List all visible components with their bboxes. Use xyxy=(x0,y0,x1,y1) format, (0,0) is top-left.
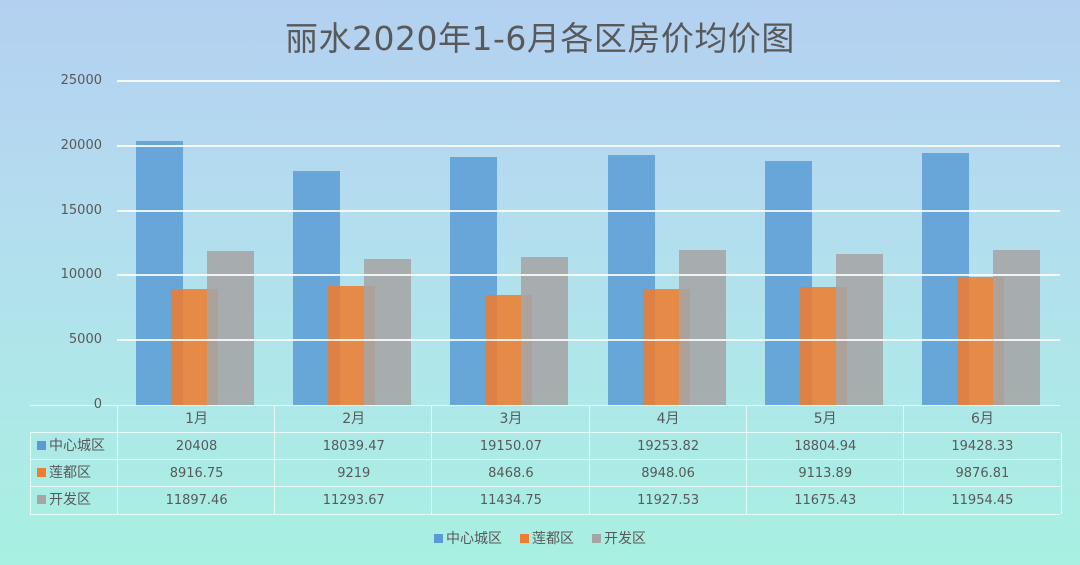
table-row: 开发区 11897.46 11293.67 11434.75 11927.53 11675… xyxy=(30,486,1062,515)
category-label: 6月 xyxy=(902,406,1061,433)
row-label: 莲都区 xyxy=(30,460,117,487)
series-name: 开发区 xyxy=(49,492,91,508)
legend-item: 中心城区 xyxy=(434,528,502,548)
y-tick-label: 0 xyxy=(93,397,102,412)
legend-label: 莲都区 xyxy=(532,531,574,547)
category-label: 1月 xyxy=(117,406,275,433)
category-label: 4月 xyxy=(588,406,747,433)
legend-item: 开发区 xyxy=(592,528,646,548)
table-cell: 11897.46 xyxy=(117,487,275,514)
bar-development-zone-3 xyxy=(521,256,569,405)
category-label: 5月 xyxy=(745,406,904,433)
bar-development-zone-6 xyxy=(992,250,1040,405)
gridline xyxy=(117,209,1060,212)
category-label: 2月 xyxy=(274,406,432,433)
gridline xyxy=(117,144,1060,147)
table-row: 中心城区 20408 18039.47 19150.07 19253.82 18804.9… xyxy=(30,432,1062,460)
bar-development-zone-2 xyxy=(364,258,412,405)
table-cell: 19253.82 xyxy=(588,433,747,460)
gridline xyxy=(117,274,1060,277)
legend-label: 中心城区 xyxy=(446,531,502,547)
bar-development-zone-5 xyxy=(835,253,883,405)
row-label: 中心城区 xyxy=(30,433,117,460)
legend-swatch-icon xyxy=(520,534,529,543)
table-cell: 18039.47 xyxy=(274,433,432,460)
legend-swatch-icon xyxy=(37,441,46,450)
row-label: 开发区 xyxy=(30,487,117,514)
legend-label: 开发区 xyxy=(604,531,646,547)
table-cell: 8468.6 xyxy=(431,460,589,487)
table-cell: 11293.67 xyxy=(274,487,432,514)
gridline xyxy=(117,80,1060,82)
y-tick-label: 10000 xyxy=(60,267,102,283)
table-cell: 8916.75 xyxy=(117,460,275,487)
table-cell: 9219 xyxy=(274,460,432,487)
category-label: 3月 xyxy=(431,406,589,433)
table-cell: 11927.53 xyxy=(588,487,747,514)
y-tick-label: 5000 xyxy=(68,332,102,348)
series-name: 中心城区 xyxy=(49,438,105,454)
legend: 中心城区 莲都区 开发区 xyxy=(0,528,1080,548)
legend-swatch-icon xyxy=(592,534,601,543)
bar-development-zone-1 xyxy=(207,250,254,405)
gridline xyxy=(117,339,1060,342)
data-table: 1月 2月 3月 4月 5月 6月中心城区 20408 18039.47 19150.07 192… xyxy=(30,405,1062,515)
plot-area xyxy=(117,0,1060,405)
legend-swatch-icon xyxy=(37,468,46,477)
table-cell: 9113.89 xyxy=(745,460,904,487)
table-cell: 8948.06 xyxy=(588,460,747,487)
table-cell: 19428.33 xyxy=(902,433,1062,460)
table-row: 莲都区 8916.75 9219 8468.6 8948.06 9113.89 9876.8… xyxy=(30,459,1062,487)
y-tick-label: 20000 xyxy=(60,137,102,153)
table-cell: 19150.07 xyxy=(431,433,589,460)
table-cell: 18804.94 xyxy=(745,433,904,460)
table-cell: 11954.45 xyxy=(902,487,1062,514)
y-tick-label: 25000 xyxy=(60,73,102,88)
table-cell: 20408 xyxy=(117,433,275,460)
table-header-row: 1月 2月 3月 4月 5月 6月 xyxy=(30,405,1060,433)
y-tick-label: 15000 xyxy=(60,202,102,218)
series-name: 莲都区 xyxy=(49,465,91,481)
legend-swatch-icon xyxy=(37,495,46,504)
table-cell: 9876.81 xyxy=(902,460,1062,487)
chart-title: 丽水2020年1-6月各区房价均价图 xyxy=(285,19,795,58)
table-cell: 11675.43 xyxy=(745,487,904,514)
legend-item: 莲都区 xyxy=(520,528,574,548)
legend-swatch-icon xyxy=(434,534,443,543)
table-cell: 11434.75 xyxy=(431,487,589,514)
